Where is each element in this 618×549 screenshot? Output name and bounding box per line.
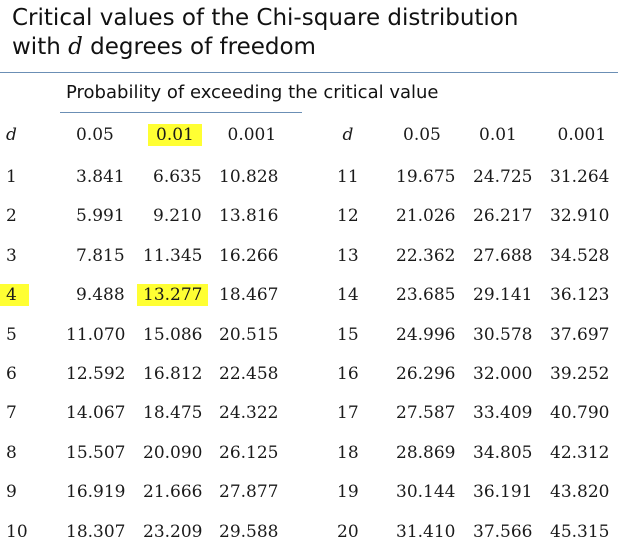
cell-value: 23.209 — [143, 521, 203, 542]
cell-value: 22.362 — [396, 245, 456, 266]
cell-value: 34.528 — [550, 245, 610, 266]
cell-value: 45.315 — [550, 521, 610, 542]
column-header: 0.05 — [76, 125, 114, 145]
row-label: 17 — [337, 403, 359, 424]
cell-value: 13.816 — [219, 206, 279, 227]
cell-value: 3.841 — [76, 167, 125, 187]
title-part: degrees of freedom — [90, 34, 316, 60]
cell-value: 19.675 — [396, 167, 456, 187]
cell-value: 18.475 — [143, 403, 203, 424]
column-header: 0.01 — [479, 125, 517, 145]
cell-value: 6.635 — [153, 167, 202, 187]
cell-value: 11.345 — [143, 245, 203, 266]
cell-value: 21.666 — [143, 482, 203, 503]
cell-value: 33.409 — [473, 403, 533, 424]
cell-value: 37.566 — [473, 521, 533, 542]
row-label: 20 — [337, 521, 359, 542]
cell-value: 32.910 — [550, 206, 610, 227]
cell-value: 14.067 — [66, 403, 126, 424]
cell-value: 18.467 — [219, 285, 279, 306]
title-part: with — [12, 34, 61, 60]
cell-value: 26.125 — [219, 442, 279, 463]
cell-value: 28.869 — [396, 442, 456, 463]
row-label: 7 — [6, 403, 17, 424]
cell-value: 31.264 — [550, 167, 610, 187]
row-label: 12 — [337, 206, 359, 227]
cell-value: 36.191 — [473, 482, 533, 503]
column-header: 0.05 — [403, 125, 441, 145]
cell-value: 27.587 — [396, 403, 456, 424]
cell-value: 34.805 — [473, 442, 533, 463]
cell-value: 24.322 — [219, 403, 279, 424]
row-label: 9 — [6, 482, 17, 503]
cell-value: 15.507 — [66, 442, 126, 463]
row-label: 8 — [6, 442, 17, 463]
row-label: 4 — [0, 284, 29, 307]
cell-value: 9.488 — [76, 285, 125, 306]
row-label: 14 — [337, 285, 359, 306]
cell-value: 26.217 — [473, 206, 533, 227]
row-label: 5 — [6, 324, 17, 345]
cell-value: 39.252 — [550, 364, 610, 384]
row-label: 13 — [337, 245, 359, 266]
row-label: 3 — [6, 245, 17, 266]
row-label: 2 — [6, 206, 17, 227]
row-label: 16 — [337, 364, 359, 384]
cell-value: 18.307 — [66, 521, 126, 542]
cell-value: 43.820 — [550, 482, 610, 503]
cell-value: 12.592 — [66, 364, 126, 384]
divider — [60, 112, 302, 113]
cell-value: 16.919 — [66, 482, 126, 503]
cell-value: 29.141 — [473, 285, 533, 306]
cell-value: 42.312 — [550, 442, 610, 463]
cell-value: 16.266 — [219, 245, 279, 266]
subtitle: Probability of exceeding the critical va… — [66, 82, 439, 103]
cell-value: 26.296 — [396, 364, 456, 384]
title-line: with d degrees of freedom — [12, 33, 316, 61]
cell-value: 10.828 — [219, 167, 279, 187]
cell-value: 37.697 — [550, 324, 610, 345]
divider — [0, 72, 618, 73]
row-label: 1 — [6, 167, 17, 187]
cell-value: 24.996 — [396, 324, 456, 345]
cell-value: 29.588 — [219, 521, 279, 542]
cell-value: 20.515 — [219, 324, 279, 345]
cell-value: 21.026 — [396, 206, 456, 227]
column-header: d — [6, 125, 17, 145]
row-label: 18 — [337, 442, 359, 463]
column-header: 0.01 — [148, 124, 202, 146]
cell-value: 30.144 — [396, 482, 456, 503]
cell-value: 16.812 — [143, 364, 203, 384]
cell-value: 32.000 — [473, 364, 533, 384]
cell-value: 7.815 — [76, 245, 125, 266]
cell-value: 13.277 — [137, 284, 209, 307]
row-label: 6 — [6, 364, 17, 384]
column-header: 0.001 — [227, 125, 277, 145]
cell-value: 30.578 — [473, 324, 533, 345]
cell-value: 31.410 — [396, 521, 456, 542]
title-line: Critical values of the Chi-square distri… — [12, 5, 519, 31]
row-label: 19 — [337, 482, 359, 503]
cell-value: 24.725 — [473, 167, 533, 187]
cell-value: 15.086 — [143, 324, 203, 345]
row-label: 10 — [6, 521, 28, 542]
cell-value: 20.090 — [143, 442, 203, 463]
cell-value: 9.210 — [153, 206, 202, 227]
column-header: 0.001 — [557, 125, 607, 145]
title-part: d — [68, 34, 83, 60]
cell-value: 36.123 — [550, 285, 610, 306]
cell-value: 22.458 — [219, 364, 279, 384]
cell-value: 27.877 — [219, 482, 279, 503]
row-label: 11 — [337, 167, 359, 187]
cell-value: 27.688 — [473, 245, 533, 266]
cell-value: 5.991 — [76, 206, 125, 227]
cell-value: 23.685 — [396, 285, 456, 306]
cell-value: 11.070 — [66, 324, 126, 345]
column-header: d — [342, 125, 354, 145]
row-label: 15 — [337, 324, 359, 345]
cell-value: 40.790 — [550, 403, 610, 424]
